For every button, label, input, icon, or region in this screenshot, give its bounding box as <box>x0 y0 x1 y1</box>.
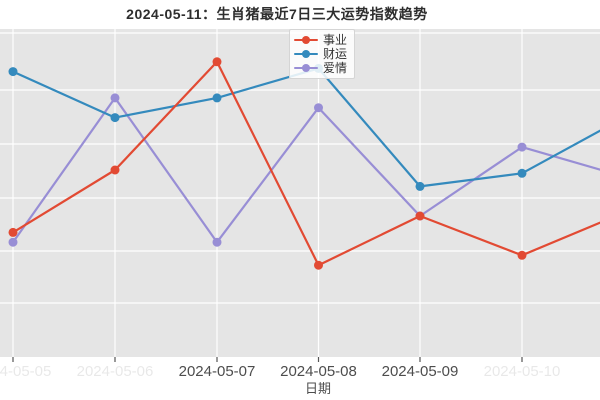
x-tick-label: 2024-05-10 <box>483 363 561 380</box>
data-point-财运 <box>415 181 425 191</box>
data-point-事业 <box>314 260 323 270</box>
data-point-爱情 <box>517 142 527 152</box>
data-point-爱情 <box>8 237 18 247</box>
legend-item-love: 爱情 <box>294 61 347 75</box>
chart-legend: 事业 财运 爱情 <box>289 29 356 79</box>
x-tick-label: 2024-05-09 <box>381 363 459 380</box>
x-tick-label: 2024-05-08 <box>280 363 357 380</box>
x-tick-label: 2024-05-07 <box>178 363 256 380</box>
legend-item-wealth: 财运 <box>294 47 347 61</box>
data-point-爱情 <box>110 93 120 103</box>
data-point-爱情 <box>314 103 323 113</box>
legend-marker-wealth-icon <box>294 49 318 59</box>
data-point-爱情 <box>212 237 222 247</box>
legend-item-career: 事业 <box>294 33 347 47</box>
data-point-财运 <box>110 113 120 123</box>
data-point-财运 <box>517 168 527 178</box>
chart-title: 2024-05-11：生肖猪最近7日三大运势指数趋势 <box>126 6 428 22</box>
legend-label-love: 爱情 <box>323 61 348 75</box>
data-point-事业 <box>517 250 527 260</box>
plot-area <box>0 29 600 357</box>
legend-marker-career-icon <box>294 35 318 45</box>
data-point-财运 <box>8 67 18 77</box>
x-tick-label: 2024-05-06 <box>76 363 154 380</box>
x-axis-title: 日期 <box>304 381 331 396</box>
legend-marker-love-icon <box>294 63 318 73</box>
legend-label-wealth: 财运 <box>323 47 348 61</box>
data-point-事业 <box>8 227 18 237</box>
data-point-财运 <box>212 93 222 103</box>
data-point-事业 <box>415 211 425 221</box>
legend-label-career: 事业 <box>323 33 348 47</box>
x-tick-label: 2024-05-05 <box>0 363 52 380</box>
data-point-事业 <box>212 57 222 67</box>
data-point-事业 <box>110 165 120 175</box>
